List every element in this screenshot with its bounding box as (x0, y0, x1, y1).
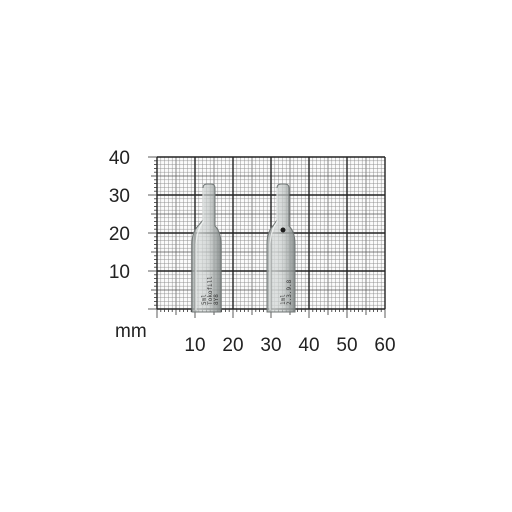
y-tick-30: 30 (109, 186, 130, 207)
ampoule-left-print-1: Tokofill (207, 276, 214, 305)
ampoule-right: 1ml 2.3.9.8 (266, 183, 296, 313)
ampoule-left: Tokofill 5ml 8Y8 (191, 183, 222, 313)
y-tick-40: 40 (109, 148, 130, 169)
ampoule-left-print-2: 5ml (201, 294, 208, 305)
y-tick-20: 20 (109, 224, 130, 245)
x-axis-labels: 10 20 30 40 50 60 (184, 335, 395, 356)
x-tick-60: 60 (374, 335, 395, 356)
ampoule-right-print-1: 1ml (280, 294, 287, 305)
ampoule-left-body (191, 183, 222, 313)
x-tick-20: 20 (222, 335, 243, 356)
ampoule-right-body (266, 183, 296, 313)
y-tick-10: 10 (109, 262, 130, 283)
x-tick-40: 40 (298, 335, 319, 356)
ampoule-right-score-dot (280, 227, 286, 233)
y-axis-labels: 40 30 20 10 (109, 148, 130, 283)
x-tick-30: 30 (260, 335, 281, 356)
unit-label: mm (115, 321, 147, 342)
ampoule-left-print-3: 8Y8 (213, 294, 220, 305)
x-tick-50: 50 (336, 335, 357, 356)
x-tick-10: 10 (184, 335, 205, 356)
ampoule-right-print-2: 2.3.9.8 (286, 279, 293, 305)
